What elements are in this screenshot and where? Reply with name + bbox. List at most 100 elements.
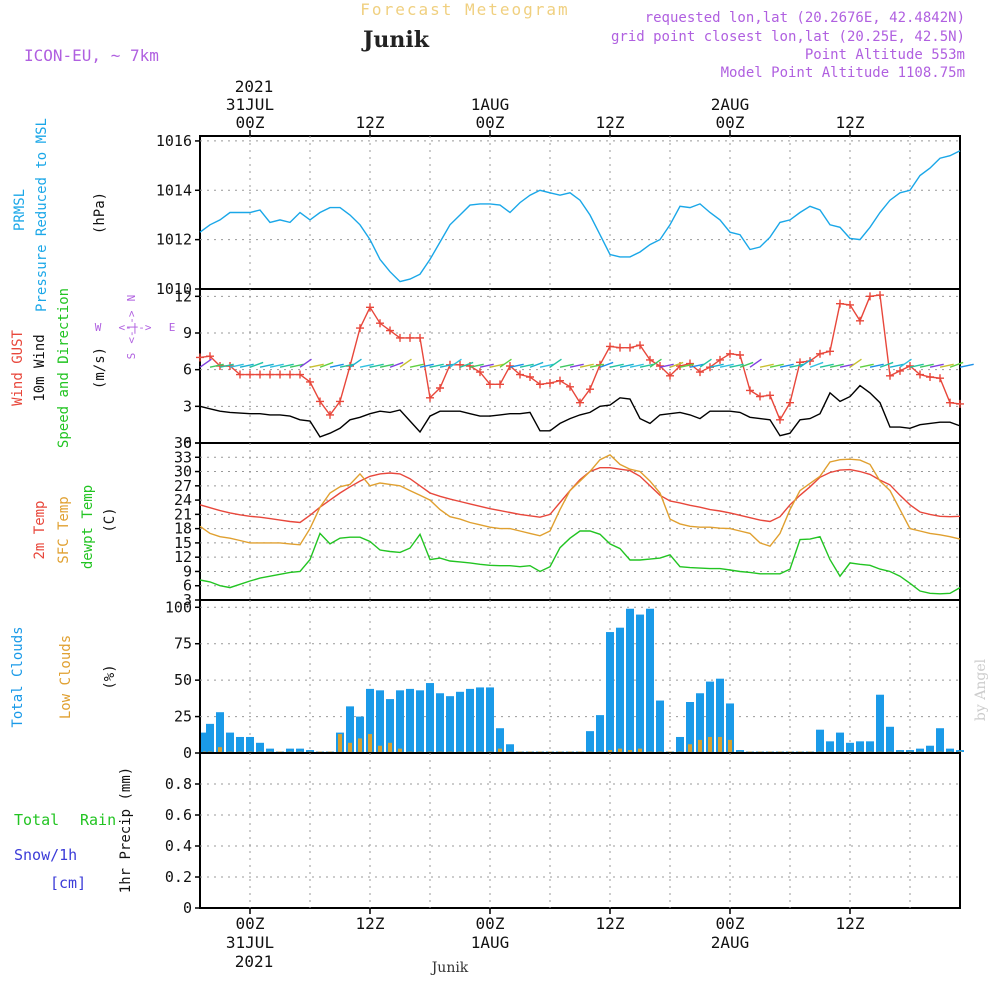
wind-direction-arrow [429,363,444,368]
gust-point-marker [806,357,814,366]
gust-point-marker [816,349,824,358]
y-tick-label: 0.8 [165,775,192,793]
wind-direction-arrow [719,363,734,368]
gust-point-marker [606,342,614,351]
wind-direction-arrow [359,363,374,368]
total-cloud-bar [486,687,494,752]
y-tick-label: 27 [174,477,192,495]
total-cloud-bar [406,688,414,752]
prmsl-label: PRMSL [12,189,28,231]
wind-direction-arrow [939,363,954,368]
wind-direction-arrow [809,361,824,368]
wind-direction-arrow [509,363,524,368]
gust-point-marker [946,398,954,407]
total-cloud-bar [366,688,374,752]
wind-direction-arrow [499,358,512,368]
compass-south: S [125,353,138,360]
gust-point-marker [326,410,334,419]
gust-point-marker [866,292,874,301]
gridpoint-coords: grid point closest lon,lat (20.25E, 42.5… [611,29,965,45]
y-tick-label: 9 [183,324,192,342]
total-cloud-bar [476,687,484,752]
wind-direction-arrow [329,363,344,368]
gust-point-marker [736,351,744,359]
gust-point-marker [926,373,934,381]
wind-direction-arrow [349,358,362,368]
gust-point-marker [486,380,494,389]
ms-unit-label: (m/s) [92,347,108,389]
pressure-msl-label: Pressure Reduced to MSL [34,118,50,312]
wind-direction-arrow [259,363,274,368]
gust-point-marker [416,333,424,342]
y-tick-label: 24 [174,491,192,509]
gust-point-marker [336,397,344,406]
gust-point-marker [276,370,284,379]
total-cloud-bar [456,691,464,752]
compass-north: N [125,295,138,302]
total-cloud-bar [726,703,734,752]
wind-speed-dir-label: Speed and Direction [56,288,72,448]
y-tick-label: 18 [174,520,192,538]
top-hour-label: 00Z [716,113,745,132]
wind-direction-arrow [909,363,924,368]
total-cloud-bar [956,750,964,752]
total-cloud-bar [246,736,254,752]
temp-2m-label: 2m Temp [32,500,48,559]
wind-direction-arrow [319,361,334,368]
panel-frame [199,752,961,909]
total-cloud-bar [636,614,644,752]
wind-direction-arrow [309,363,324,368]
y-tick-label: 0 [183,744,192,762]
wind-direction-arrow [699,358,712,368]
gust-point-marker [896,366,904,375]
gust-point-marker [766,391,774,400]
gust-point-marker [826,347,834,356]
total-cloud-bar [226,732,234,752]
y-tick-label: 0.6 [165,806,192,824]
total-cloud-bar [201,732,209,752]
gust-point-marker [546,379,554,388]
gust-point-marker [716,355,724,364]
y-tick-label: 3 [183,397,192,415]
precip-unit-label: 1hr Precip (mm) [118,767,134,893]
wind-direction-arrow [869,363,884,368]
total-cloud-bar [876,694,884,752]
gust-point-marker [426,393,434,402]
gust-point-marker [536,380,544,389]
wind-direction-arrow [479,363,494,368]
wind-direction-arrow [269,363,284,368]
gust-point-marker [436,384,444,392]
wind-direction-arrow [959,363,974,368]
wind-direction-arrow [889,363,904,368]
low-cloud-bar [358,738,362,752]
gust-point-marker [886,371,894,380]
panel-1: 1010 1012 1014 1016 [156,132,961,298]
total-cloud-bar [206,723,214,752]
gust-point-marker [756,392,764,401]
wind-direction-arrow [649,358,662,368]
gust-point-marker [876,291,884,300]
low-clouds-label: Low Clouds [58,635,74,719]
top-year-label: 2021 [235,77,274,96]
bottom-date-label: 31JUL [226,933,274,952]
y-tick-label: 3 [183,591,192,609]
top-hour-label: 12Z [836,113,865,132]
model-altitude: Model Point Altitude 1108.75m [721,65,965,81]
y-tick-label: 0 [183,899,192,917]
gust-point-marker [686,359,694,368]
y-tick-label: 33 [174,448,192,466]
total-clouds-label: Total Clouds [10,626,26,727]
wind-direction-arrow [759,363,774,368]
y-tick-label: 75 [174,635,192,653]
wind-direction-arrow [949,361,964,368]
top-date-label: 1AUG [471,95,510,114]
total-cloud-bar [606,632,614,752]
gust-point-marker [456,360,464,369]
location-title: Junik [361,27,430,53]
wind-direction-arrow [589,363,604,368]
temp-2m-series-line [199,467,961,524]
bottom-hour-label: 12Z [356,914,385,933]
wind-direction-arrow [219,363,234,368]
wind-direction-arrow [569,363,584,368]
